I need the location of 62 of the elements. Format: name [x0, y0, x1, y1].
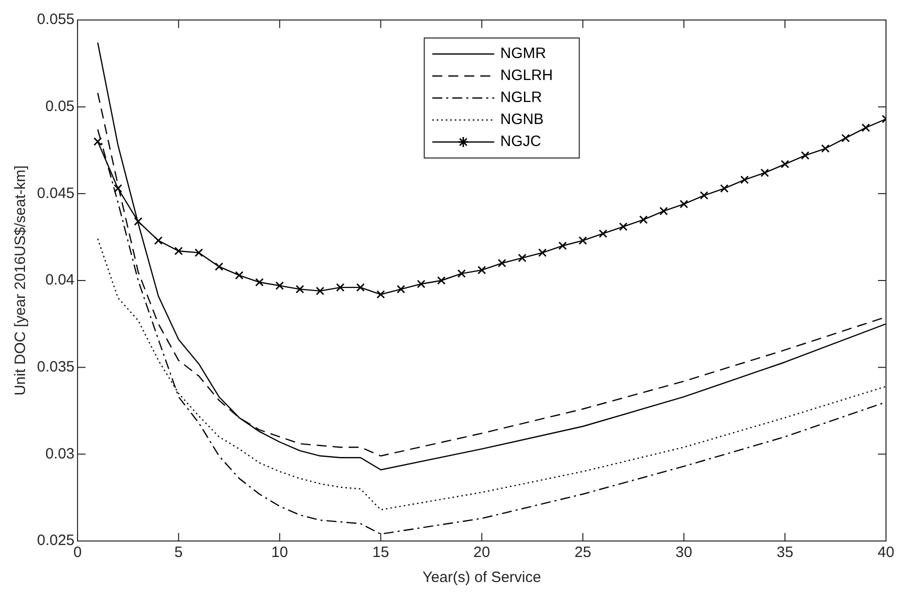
- legend-label: NGMR: [500, 45, 546, 62]
- x-tick-label: 35: [776, 544, 794, 562]
- point: [680, 200, 688, 208]
- x-tick-label: 0: [73, 544, 82, 562]
- x-tick-label: 40: [878, 544, 894, 562]
- x-tick-label: 25: [574, 544, 592, 562]
- point: [598, 229, 608, 238]
- point: [356, 283, 365, 292]
- point: [275, 281, 284, 290]
- point: [498, 258, 506, 268]
- legend-label: NGJC: [500, 133, 542, 150]
- point: [416, 280, 426, 288]
- point: [821, 144, 830, 153]
- point: [94, 137, 102, 146]
- y-tick-label: 0.035: [36, 358, 75, 376]
- point: [174, 246, 183, 256]
- point: [336, 283, 345, 292]
- point: [255, 278, 264, 286]
- y-axis-title: Unit DOC [year 2016US$/seat-km]: [12, 165, 30, 396]
- point: [841, 134, 850, 142]
- x-tick-label: 10: [271, 544, 288, 562]
- y-tick-label: 0.045: [36, 184, 75, 202]
- point: [760, 168, 769, 178]
- point: [478, 266, 486, 274]
- point: [296, 284, 304, 294]
- legend-label: NGLRH: [500, 67, 553, 84]
- point: [639, 215, 648, 224]
- point: [780, 160, 790, 168]
- point: [862, 123, 870, 132]
- y-tick-label: 0.025: [36, 532, 75, 550]
- legend-label: NGNB: [500, 111, 544, 128]
- x-tick-label: 5: [174, 544, 183, 562]
- x-tick-label: 30: [676, 544, 692, 562]
- point: [214, 262, 224, 271]
- point: [720, 184, 729, 193]
- y-tick-label: 0.05: [45, 98, 75, 115]
- point: [659, 206, 668, 216]
- legend-label: NGLR: [500, 89, 542, 106]
- point: [134, 217, 142, 226]
- point: [114, 184, 122, 193]
- point: [740, 176, 749, 184]
- point: [457, 269, 466, 278]
- point: [518, 254, 526, 262]
- x-tick-label: 20: [473, 544, 490, 562]
- y-tick-label: 0.03: [45, 445, 75, 462]
- point: [538, 248, 547, 257]
- point: [437, 276, 446, 285]
- point: [194, 248, 204, 257]
- point: [396, 284, 406, 294]
- point: [558, 242, 567, 250]
- y-tick-label: 0.04: [45, 272, 75, 289]
- y-tick-label: 0.055: [36, 11, 75, 28]
- point: [619, 222, 628, 231]
- x-tick-label: 15: [372, 544, 390, 562]
- point: [234, 271, 244, 280]
- point: [800, 151, 810, 160]
- point: [700, 191, 708, 200]
- point: [376, 290, 385, 299]
- point: [154, 236, 163, 245]
- x-axis-title: Year(s) of Service: [422, 569, 542, 586]
- point: [578, 236, 588, 245]
- point: [316, 286, 324, 296]
